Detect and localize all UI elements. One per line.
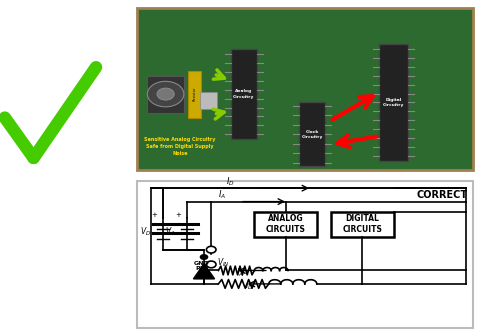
Bar <box>137 181 473 328</box>
Text: REF: REF <box>195 266 208 271</box>
Bar <box>379 44 408 161</box>
Bar <box>254 212 317 237</box>
Text: Sensitive Analog Circuitry
Safe from Digital Supply
Noise: Sensitive Analog Circuitry Safe from Dig… <box>144 137 216 156</box>
Circle shape <box>147 81 184 107</box>
Circle shape <box>206 261 216 268</box>
Bar <box>188 71 201 118</box>
Text: $V_A$: $V_A$ <box>165 225 175 238</box>
Text: $V_D$: $V_D$ <box>140 225 151 238</box>
Circle shape <box>157 88 174 100</box>
Text: $I_A$: $I_A$ <box>218 188 227 201</box>
Polygon shape <box>193 264 215 279</box>
Circle shape <box>206 246 216 253</box>
Text: Resistor: Resistor <box>192 87 196 101</box>
Text: ANALOG
CIRCUITS: ANALOG CIRCUITS <box>265 214 306 234</box>
Text: Digital
Circuitry: Digital Circuitry <box>383 98 404 107</box>
Text: Clock
Circuitry: Clock Circuitry <box>301 130 323 139</box>
Circle shape <box>200 254 208 260</box>
Bar <box>200 92 217 109</box>
Bar <box>137 8 473 170</box>
Text: GND: GND <box>194 261 209 266</box>
Text: CORRECT: CORRECT <box>417 190 468 200</box>
Bar <box>147 76 184 113</box>
Text: $I_D$: $I_D$ <box>245 280 254 292</box>
Bar <box>299 102 325 166</box>
Text: Analog
Circuitry: Analog Circuitry <box>233 89 254 99</box>
Bar <box>331 212 394 237</box>
Text: $I_D$: $I_D$ <box>226 175 234 187</box>
Bar <box>230 49 257 139</box>
Text: DIGITAL
CIRCUITS: DIGITAL CIRCUITS <box>342 214 383 234</box>
Text: +: + <box>152 212 157 218</box>
Text: $I_A$: $I_A$ <box>236 266 244 279</box>
Text: $V_{IN}$: $V_{IN}$ <box>217 256 229 269</box>
Text: +: + <box>176 212 181 218</box>
